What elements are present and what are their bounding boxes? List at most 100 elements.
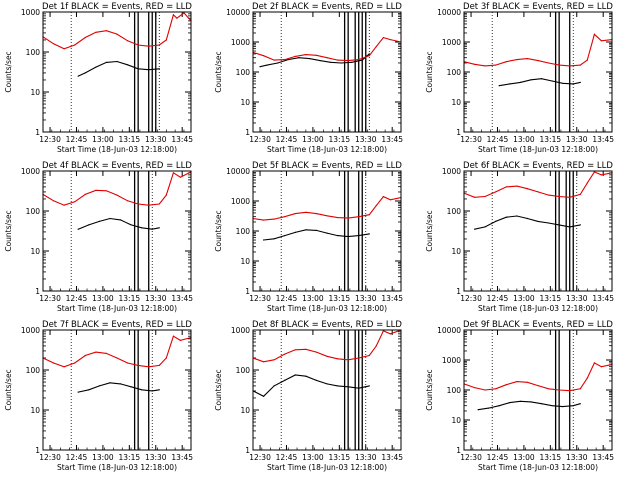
- events-data-point: [105, 61, 107, 64]
- lld-data-point: [53, 43, 55, 45]
- events-data-point: [498, 405, 500, 407]
- y-tick-label: 10000: [437, 8, 461, 17]
- events-data-point: [95, 66, 97, 68]
- chart-title: Det 2f BLACK = Events, RED = LLD: [252, 2, 402, 12]
- lld-data-point: [305, 211, 307, 213]
- events-data-point: [298, 57, 300, 59]
- lld-data-point: [495, 388, 497, 390]
- x-tick-label: 12:30: [460, 135, 482, 144]
- events-data-point: [329, 61, 332, 63]
- lld-data-point: [558, 195, 560, 198]
- lld-series-line: [252, 36, 402, 62]
- plot-frame: [252, 11, 402, 133]
- events-data-point: [551, 80, 553, 82]
- events-data-point: [558, 224, 560, 226]
- lld-data-point: [569, 390, 571, 392]
- lld-data-point: [148, 204, 150, 206]
- x-axis-label: Start Time (18-Jun-03 12:18:00): [478, 304, 598, 313]
- events-data-point: [141, 227, 143, 229]
- lld-data-point: [375, 205, 377, 207]
- events-data-point: [284, 379, 286, 381]
- events-data-point: [88, 224, 90, 226]
- lld-data-point: [593, 171, 596, 173]
- lld-data-point: [165, 357, 167, 359]
- events-series-line: [259, 53, 370, 68]
- events-data-point: [509, 83, 511, 85]
- events-data-point: [116, 60, 118, 63]
- x-tick-label: 12:30: [460, 294, 482, 303]
- y-tick-label: 10000: [226, 167, 250, 176]
- lld-data-point: [484, 65, 486, 67]
- x-tick-label: 13:15: [540, 135, 562, 144]
- y-tick-label: 1000: [231, 326, 250, 335]
- x-axis-label: Start Time (18-Jun-03 12:18:00): [57, 145, 177, 154]
- x-tick-label: 12:45: [66, 453, 88, 462]
- lld-data-point: [600, 174, 603, 176]
- lld-data-point: [158, 364, 160, 366]
- lld-data-point: [172, 172, 174, 174]
- x-tick-label: 13:30: [355, 135, 377, 144]
- events-data-point: [516, 215, 518, 217]
- x-tick-label: 12:30: [249, 294, 271, 303]
- lld-data-point: [593, 362, 596, 364]
- y-tick-label: 100: [236, 68, 251, 77]
- events-data-point: [340, 62, 342, 64]
- lld-series-line: [42, 335, 192, 368]
- events-data-point: [148, 69, 150, 71]
- x-tick-label: 12:45: [487, 453, 509, 462]
- events-series-line: [478, 400, 581, 411]
- lld-data-point: [305, 54, 307, 56]
- lld-data-point: [116, 194, 118, 196]
- lld-data-point: [600, 366, 603, 368]
- events-data-point: [158, 227, 160, 229]
- x-axis-label: Start Time (18-Jun-03 12:18:00): [267, 145, 387, 154]
- events-data-point: [488, 407, 490, 409]
- lld-data-point: [179, 176, 181, 178]
- x-tick-label: 13:45: [592, 453, 614, 462]
- plot-frame: [463, 11, 613, 133]
- y-tick-label: 10: [240, 406, 250, 415]
- x-axis-label: Start Time (18-Jun-03 12:18:00): [267, 463, 387, 472]
- chart-panel: Det 6f BLACK = Events, RED = LLD Counts/s…: [425, 161, 614, 313]
- y-tick-label: 100: [447, 386, 462, 395]
- lld-data-point: [176, 17, 178, 19]
- x-tick-label: 12:30: [249, 135, 271, 144]
- lld-data-point: [474, 196, 476, 198]
- y-axis-label: Counts/sec: [425, 210, 434, 251]
- y-axis-label: Counts/sec: [425, 369, 434, 410]
- events-data-point: [519, 400, 522, 402]
- y-tick-label: 10: [240, 257, 250, 266]
- x-tick-label: 13:00: [513, 453, 535, 462]
- lld-data-point: [368, 214, 370, 216]
- plot-frame: [42, 170, 192, 292]
- plot-frame: [252, 329, 402, 451]
- events-series-line: [77, 217, 160, 230]
- lld-data-point: [548, 194, 550, 196]
- lld-data-point: [526, 188, 529, 190]
- lld-data-point: [484, 389, 486, 391]
- lld-data-point: [273, 359, 275, 361]
- events-data-point: [572, 83, 574, 85]
- x-tick-label: 13:00: [302, 294, 324, 303]
- plot-frame: [463, 170, 613, 292]
- y-axis-label: Counts/sec: [214, 210, 223, 251]
- events-data-point: [77, 75, 79, 77]
- lld-data-point: [516, 381, 518, 383]
- lld-data-point: [116, 33, 118, 35]
- lld-data-point: [172, 14, 174, 16]
- x-tick-label: 12:45: [66, 294, 88, 303]
- events-data-point: [579, 81, 581, 83]
- chart-title: Det 1f BLACK = Events, RED = LLD: [42, 2, 192, 12]
- lld-data-point: [474, 63, 476, 65]
- lld-data-point: [474, 387, 476, 389]
- lld-data-point: [548, 388, 550, 390]
- plot-frame: [42, 11, 192, 133]
- events-data-point: [368, 385, 370, 387]
- events-data-point: [84, 72, 86, 74]
- chart-panel: Det 9f BLACK = Events, RED = LLD Counts/s…: [425, 320, 614, 472]
- lld-data-point: [84, 36, 86, 39]
- lld-data-point: [74, 362, 76, 364]
- lld-data-point: [347, 359, 349, 361]
- events-data-point: [263, 395, 265, 397]
